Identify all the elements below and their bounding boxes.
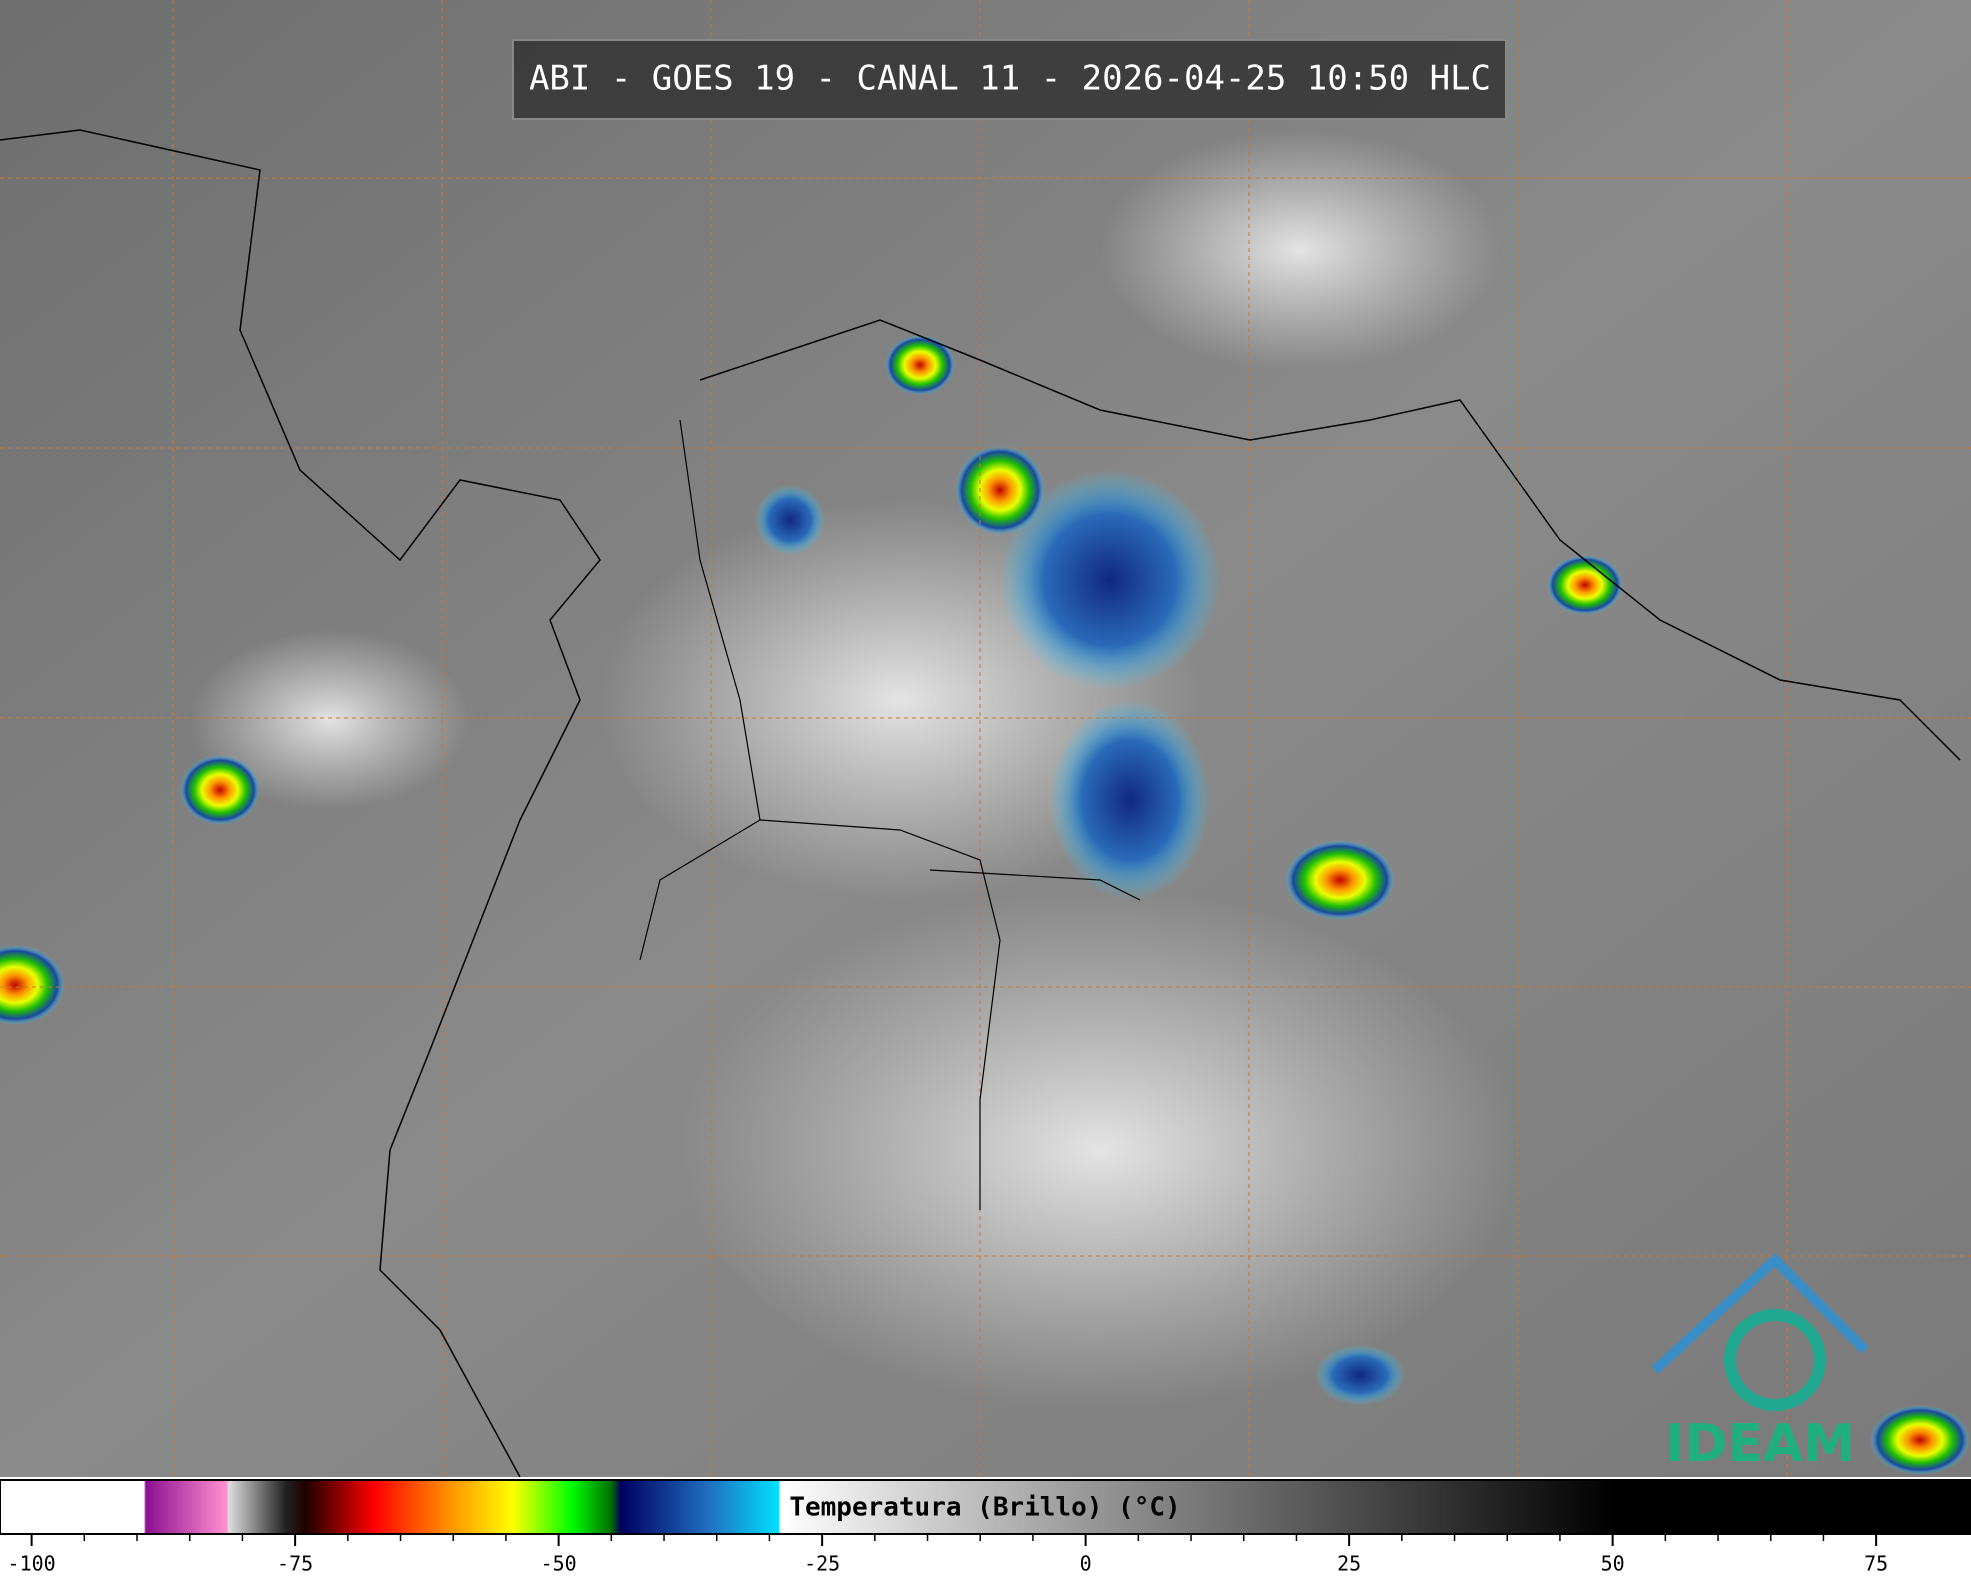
coastline: [0, 129, 1961, 1478]
cloud: [680, 890, 1520, 1410]
cloud-cold: [1050, 700, 1210, 900]
title-box: ABI - GOES 19 - CANAL 11 - 2026-04-25 10…: [512, 39, 1507, 120]
colorbar-label: Temperatura (Brillo) (°C): [789, 1493, 1180, 1523]
storm: [180, 755, 260, 825]
storm: [1285, 840, 1395, 920]
storm: [0, 945, 65, 1025]
tick-label: 0: [1080, 1552, 1092, 1576]
tick-label: 25: [1337, 1552, 1361, 1576]
cloud: [1100, 130, 1500, 370]
tick-label: 50: [1601, 1552, 1625, 1576]
storm: [1870, 1405, 1970, 1475]
cloud-cold: [1315, 1345, 1405, 1405]
tick-label: -100: [8, 1552, 56, 1576]
storm: [1547, 555, 1623, 615]
cloud-cold: [1000, 470, 1220, 690]
tick-label: -50: [541, 1552, 577, 1576]
storm: [885, 335, 955, 395]
colorbar-ticks: -100 -75 -50 -25 0 25 50 75: [8, 1534, 1888, 1576]
cloud-cold: [755, 485, 825, 555]
tick-label: -75: [277, 1552, 313, 1576]
logo: IDEAM: [1651, 1253, 1869, 1474]
cloud: [190, 630, 470, 810]
satellite-image: ABI - GOES 19 - CANAL 11 - 2026-04-25 10…: [0, 0, 1971, 1478]
borders: [639, 419, 1141, 1210]
graticule: [0, 0, 1971, 1477]
tick-label: -25: [804, 1552, 840, 1576]
tick-label: 75: [1864, 1552, 1888, 1576]
storm: [955, 445, 1045, 535]
title: ABI - GOES 19 - CANAL 11 - 2026-04-25 10…: [529, 59, 1491, 99]
colorbar: [0, 1479, 1971, 1535]
logo-text: IDEAM: [1665, 1414, 1855, 1474]
